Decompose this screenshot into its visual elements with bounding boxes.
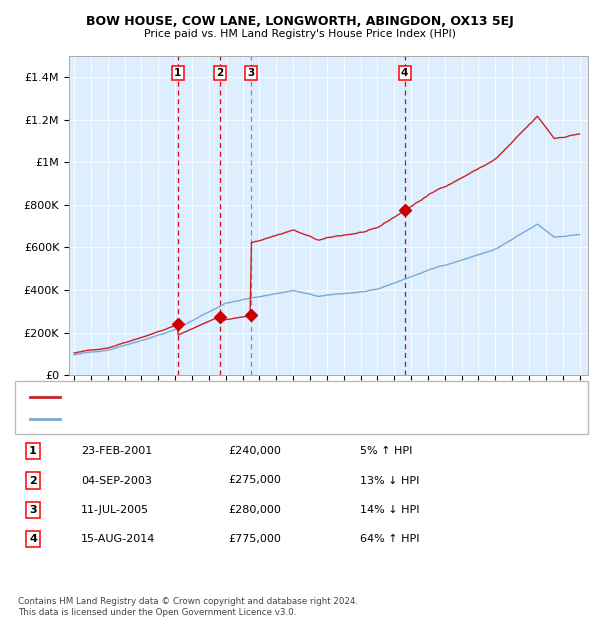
Text: 14% ↓ HPI: 14% ↓ HPI [360,505,419,515]
Text: 15-AUG-2014: 15-AUG-2014 [81,534,155,544]
Text: 11-JUL-2005: 11-JUL-2005 [81,505,149,515]
Text: BOW HOUSE, COW LANE, LONGWORTH, ABINGDON, OX13 5EJ (detached house): BOW HOUSE, COW LANE, LONGWORTH, ABINGDON… [66,392,464,402]
Text: 4: 4 [401,68,409,78]
Text: HPI: Average price, detached house, Vale of White Horse: HPI: Average price, detached house, Vale… [66,414,349,424]
Text: 1: 1 [174,68,181,78]
Text: 2: 2 [29,476,37,485]
Text: 5% ↑ HPI: 5% ↑ HPI [360,446,412,456]
Text: 23-FEB-2001: 23-FEB-2001 [81,446,152,456]
Text: 3: 3 [29,505,37,515]
Text: £275,000: £275,000 [228,476,281,485]
Text: 13% ↓ HPI: 13% ↓ HPI [360,476,419,485]
Text: Price paid vs. HM Land Registry's House Price Index (HPI): Price paid vs. HM Land Registry's House … [144,29,456,39]
Text: BOW HOUSE, COW LANE, LONGWORTH, ABINGDON, OX13 5EJ: BOW HOUSE, COW LANE, LONGWORTH, ABINGDON… [86,16,514,29]
Text: Contains HM Land Registry data © Crown copyright and database right 2024.
This d: Contains HM Land Registry data © Crown c… [18,598,358,617]
Text: 64% ↑ HPI: 64% ↑ HPI [360,534,419,544]
Text: 1: 1 [29,446,37,456]
Text: 4: 4 [29,534,37,544]
Text: £280,000: £280,000 [228,505,281,515]
Text: 04-SEP-2003: 04-SEP-2003 [81,476,152,485]
Text: £775,000: £775,000 [228,534,281,544]
Text: 2: 2 [217,68,224,78]
Text: £240,000: £240,000 [228,446,281,456]
Text: 3: 3 [248,68,255,78]
